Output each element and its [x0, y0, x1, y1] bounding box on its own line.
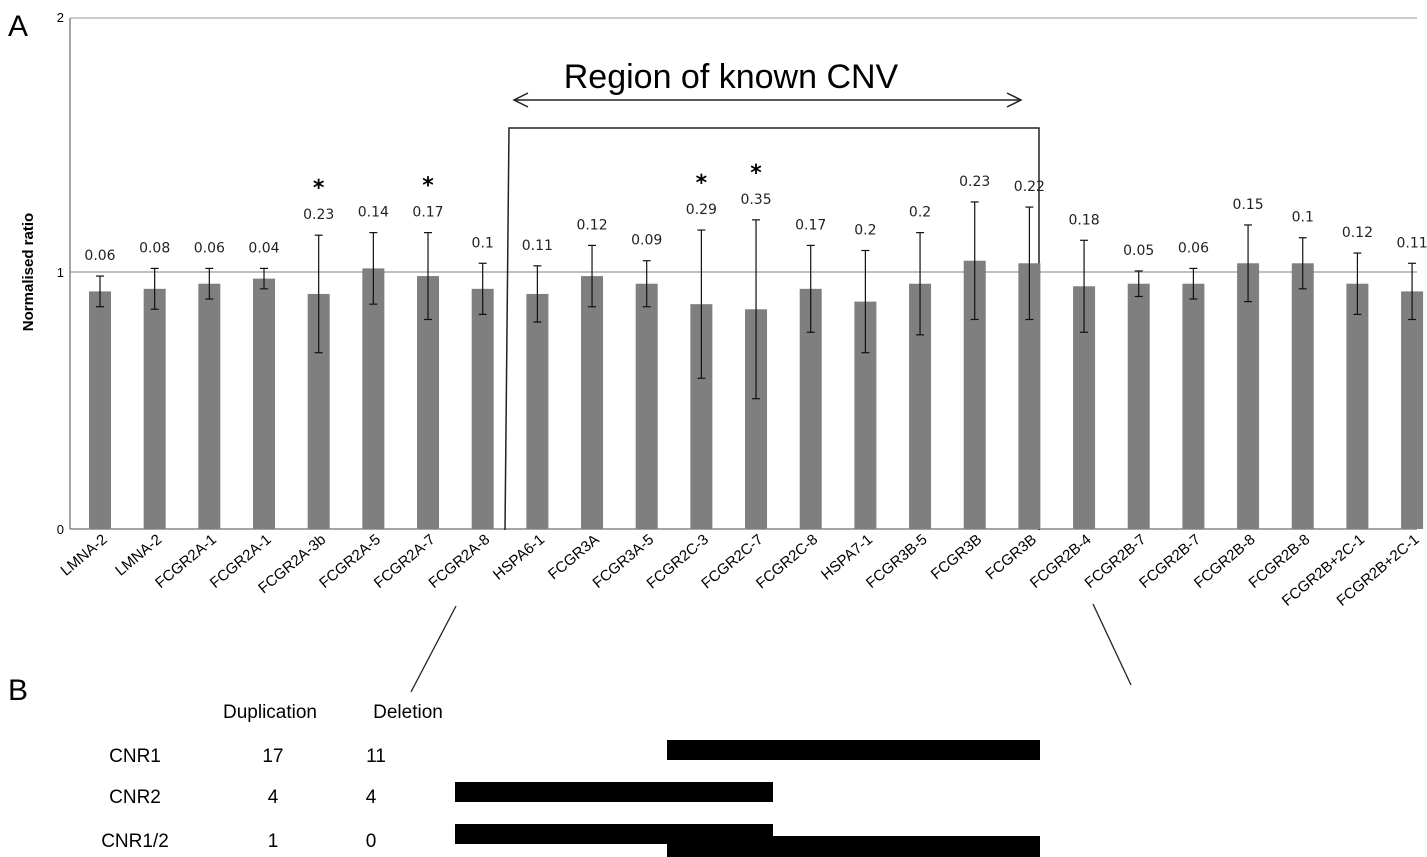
error-value-label: 0.2: [854, 223, 876, 239]
table-row-duplication: 17: [262, 746, 283, 767]
error-value-label: 0.11: [522, 238, 553, 254]
bar: [1073, 286, 1096, 529]
bar: [909, 283, 932, 529]
bar: [143, 288, 166, 529]
error-value-label: 0.17: [795, 217, 826, 233]
bar: [1237, 263, 1260, 529]
error-value-label: 0.08: [139, 240, 170, 256]
error-value-label: 0.06: [1178, 240, 1209, 256]
error-value-label: 0.1: [1292, 210, 1314, 226]
bars: [89, 260, 1424, 529]
bar: [963, 260, 986, 529]
bar: [690, 304, 713, 529]
error-value-label: 0.23: [303, 207, 334, 223]
bar: [635, 283, 658, 529]
panel-b-label: B: [8, 674, 28, 707]
bar: [1182, 283, 1205, 529]
significance-markers: * * * *: [313, 161, 762, 201]
category-labels: LMNA-2 LMNA-2FCGR2A-1FCGR2A-1FCGR2A-3bFCG…: [57, 531, 1422, 610]
region-label: Region of known CNV: [564, 58, 899, 96]
bar: [1018, 263, 1041, 529]
bar: [198, 283, 221, 529]
error-value-label: 0.2: [909, 205, 931, 221]
error-value-label: 0.12: [576, 217, 607, 233]
error-value-label: 0.18: [1068, 212, 1099, 228]
region-arrow-right-head: [1006, 92, 1023, 108]
significance-star: *: [696, 171, 708, 196]
error-value-label: 0.17: [412, 205, 443, 221]
error-value-label: 0.23: [959, 174, 990, 190]
bar: [1401, 291, 1424, 529]
bar: [526, 293, 549, 529]
bar: [745, 309, 768, 529]
error-value-label: 0.29: [686, 202, 717, 218]
category-label: LMNA-2: [112, 531, 165, 579]
bar: [1291, 263, 1314, 529]
table-header-deletion: Deletion: [373, 702, 443, 723]
y-tick-1: 1: [57, 265, 64, 280]
zoom-line-left: [410, 605, 457, 693]
error-value-label: 0.04: [248, 240, 279, 256]
cnr12-extent-bar-b: [667, 836, 1040, 857]
table-row-duplication: 4: [268, 787, 279, 808]
error-value-label: 0.12: [1342, 225, 1373, 241]
zoom-line-right: [1092, 603, 1132, 686]
category-label: FCGR2A-8: [426, 531, 494, 592]
significance-star: *: [750, 161, 762, 186]
bar: [307, 293, 330, 529]
error-value-label: 0.22: [1014, 179, 1045, 195]
category-label: FCGR3B-5: [863, 531, 931, 592]
error-value-label: 0.05: [1123, 243, 1154, 259]
error-value-label: 0.06: [194, 240, 225, 256]
bar: [471, 288, 494, 529]
bar: [362, 268, 385, 529]
table-row-deletion: 0: [366, 831, 377, 852]
error-value-label: 0.11: [1396, 235, 1427, 251]
error-bars: [96, 201, 1417, 400]
region-annotation: Region of known CNV: [410, 58, 1132, 693]
significance-star: *: [422, 174, 434, 199]
error-value-label: 0.35: [740, 192, 771, 208]
bar: [799, 288, 822, 529]
error-value-label: 0.09: [631, 233, 662, 249]
bar: [253, 278, 276, 529]
table-row-deletion: 11: [366, 746, 386, 767]
panel-a-label: A: [8, 10, 28, 43]
bar: [581, 276, 604, 529]
y-tick-0: 0: [57, 522, 64, 537]
bar: [417, 276, 440, 529]
y-axis-label: Normalised ratio: [20, 213, 37, 331]
cnr1-extent-bar: [667, 740, 1040, 760]
error-value-label: 0.1: [472, 235, 494, 251]
bar: [1346, 283, 1369, 529]
error-value-label: 0.15: [1232, 197, 1263, 213]
significance-star: *: [313, 176, 325, 201]
region-arrow-left-head: [512, 92, 529, 108]
error-value-label: 0.14: [358, 205, 389, 221]
table-row-name: CNR2: [109, 787, 161, 808]
table-row-duplication: 1: [268, 831, 279, 852]
category-label: HSPA6-1: [490, 531, 548, 584]
table-row-deletion: 4: [366, 787, 377, 808]
table-row-name: CNR1/2: [101, 831, 169, 852]
bar: [1127, 283, 1150, 529]
category-label: LMNA-2: [57, 531, 110, 579]
table-row-name: CNR1: [109, 746, 161, 767]
y-tick-2: 2: [57, 10, 64, 25]
table-header-duplication: Duplication: [223, 702, 317, 723]
cnr-table: Duplication Deletion CNR1 17 11 CNR2 4 4…: [101, 702, 1040, 857]
cnr2-extent-bar: [455, 782, 773, 802]
bar: [89, 291, 111, 529]
error-value-label: 0.06: [84, 248, 115, 264]
category-label: FCGR3B: [928, 531, 986, 583]
bar: [854, 301, 877, 529]
error-labels: 0.06 0.08 0.06 0.04 0.23 0.14 0.17 0.1 0.11 0.12 0…: [84, 174, 1427, 264]
